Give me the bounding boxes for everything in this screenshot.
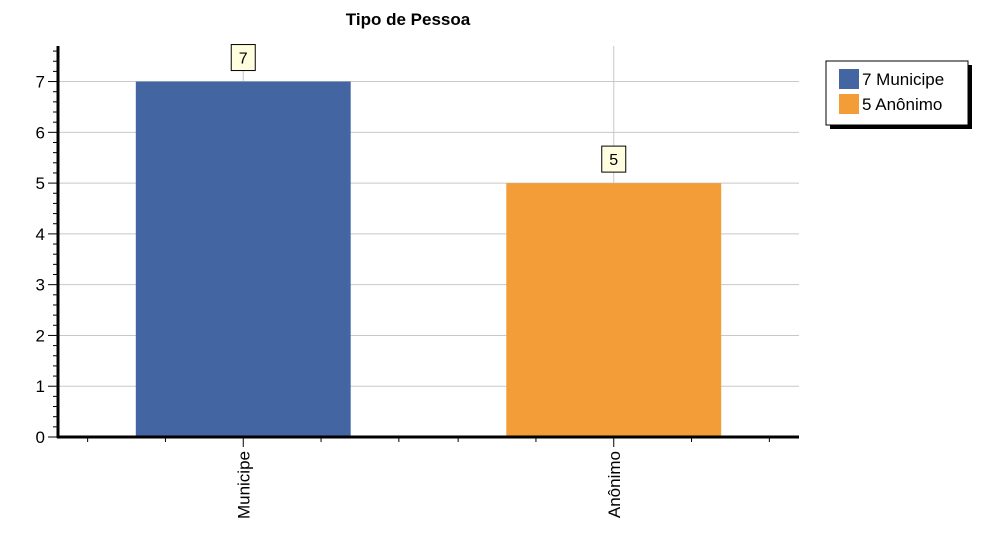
- chart-title: Tipo de Pessoa: [346, 10, 471, 29]
- y-tick-label-5: 5: [36, 174, 45, 193]
- x-axis-labels: Municipe Anônimo: [87, 437, 770, 519]
- y-tick-label-0: 0: [36, 428, 45, 447]
- legend-swatch-1: [839, 94, 859, 114]
- data-label-box-0: [230, 44, 256, 72]
- legend-swatch-0: [839, 69, 859, 89]
- legend: 7 Municipe 5 Anônimo: [825, 60, 972, 129]
- axes-group: [56, 46, 799, 439]
- bar-0: [135, 81, 351, 437]
- data-label-1: 5: [609, 152, 618, 169]
- x-tick-label-0: Municipe: [234, 451, 253, 519]
- y-tick-label-3: 3: [36, 276, 45, 295]
- legend-entry-0: 7 Municipe: [862, 70, 944, 89]
- data-label-box-1: [601, 145, 627, 173]
- data-labels: 75: [230, 44, 627, 173]
- y-tick-label-1: 1: [36, 377, 45, 396]
- y-tick-label-2: 2: [36, 326, 45, 345]
- y-tick-label-4: 4: [36, 225, 45, 244]
- data-label-0: 7: [239, 51, 248, 68]
- bar-1: [506, 183, 722, 437]
- x-tick-label-1: Anônimo: [605, 451, 624, 518]
- y-tick-label-6: 6: [36, 123, 45, 142]
- legend-entry-1: 5 Anônimo: [862, 95, 942, 114]
- y-axis-ticks: 0 1 2 3 4 5 6 7: [36, 50, 58, 447]
- y-tick-label-7: 7: [36, 73, 45, 92]
- bars-group: [135, 81, 722, 437]
